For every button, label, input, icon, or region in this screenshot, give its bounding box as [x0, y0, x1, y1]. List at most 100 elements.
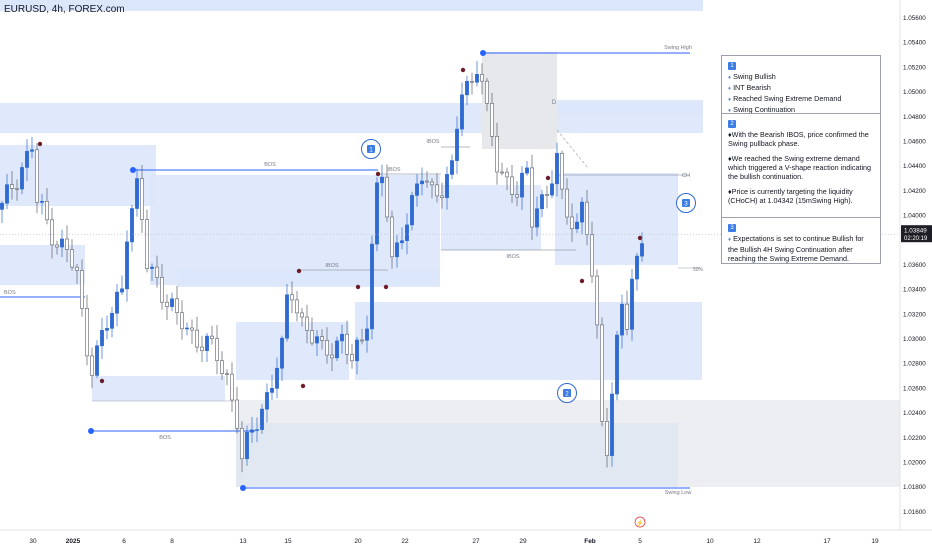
price-tick-label: 1.03600 [903, 262, 926, 269]
bear-candle [570, 216, 574, 230]
bull-candle [365, 328, 369, 341]
pivot-marker [99, 378, 105, 384]
time-tick-label: 30 [29, 538, 37, 545]
time-axis [0, 530, 900, 550]
zone-label: D [552, 100, 557, 106]
bull-candle [575, 221, 579, 230]
bull-candle [460, 94, 464, 130]
note-section-1: 1 ♦ Swing Bullish ♦ INT Bearish ♦ Reached Swi… [722, 56, 880, 116]
demand-zone [355, 302, 702, 380]
pivot-marker [579, 278, 585, 284]
time-tick-label: 13 [239, 538, 247, 545]
bull-candle [420, 180, 424, 185]
bull-candle [185, 327, 189, 330]
bull-candle [105, 328, 109, 331]
bear-candle [190, 327, 194, 331]
bull-candle [450, 160, 454, 175]
bear-candle [470, 80, 474, 83]
note-paragraph: ♦Price is currently targeting the liquid… [728, 187, 875, 205]
lightning-icon: ⚡ [636, 519, 643, 527]
price-tick-label: 1.05400 [903, 40, 926, 47]
bull-candle [255, 429, 259, 431]
swing-point-marker [88, 428, 94, 434]
bear-candle [385, 176, 389, 218]
bull-candle [270, 388, 274, 393]
bull-candle [275, 367, 279, 389]
bos-label: BOS [159, 435, 171, 441]
current-price-tag [901, 225, 932, 243]
bull-candle [95, 345, 99, 376]
bull-candle [115, 291, 119, 314]
bear-candle [510, 176, 514, 195]
time-tick-label: 19 [871, 538, 879, 545]
bull-candle [250, 429, 254, 433]
bear-candle [200, 346, 204, 351]
bear-candle [310, 330, 314, 344]
bull-candle [535, 208, 539, 228]
bear-candle [235, 399, 239, 429]
bear-candle [80, 270, 84, 309]
bullet-icon: ♦ [728, 75, 732, 81]
choch-label: CH [682, 173, 690, 179]
price-tick-label: 1.05600 [903, 15, 926, 22]
note-paragraph: ♦With the Bearish IBOS, price confirmed … [728, 130, 875, 148]
bull-candle [135, 178, 139, 209]
note-list: ♦ Swing Bullish ♦ INT Bearish ♦ Reached Swing… [728, 72, 875, 116]
note-text: Reached Swing Extreme Demand [733, 94, 842, 103]
pivot-marker [37, 141, 43, 147]
bull-candle [125, 241, 129, 290]
extreme-demand-zone [236, 423, 678, 487]
bear-candle [545, 194, 549, 196]
note-paragraphs: ♦With the Bearish IBOS, price confirmed … [728, 130, 875, 205]
bear-candle [180, 312, 184, 330]
time-tick-label: 29 [519, 538, 527, 545]
time-tick-label: 27 [472, 538, 480, 545]
time-tick-label: 5 [638, 538, 642, 545]
price-tick-label: 1.04400 [903, 163, 926, 170]
price-tick-label: 1.04000 [903, 213, 926, 220]
swing-point-marker [130, 167, 136, 173]
bull-candle [110, 312, 114, 329]
bear-candle [15, 188, 19, 190]
note-section-3: 3 ♦ Expectations is set to continue Bulli… [722, 218, 880, 263]
step-badge [563, 389, 571, 397]
bull-candle [380, 176, 384, 184]
swing-point-marker [480, 50, 486, 56]
step-number: 1 [369, 148, 373, 154]
bull-candle [20, 167, 24, 190]
bull-candle [245, 431, 249, 460]
bull-candle [610, 393, 614, 456]
bear-candle [605, 421, 609, 456]
bull-candle [40, 200, 44, 203]
bear-candle [175, 298, 179, 314]
bull-candle [405, 224, 409, 242]
ibos-label: IBOS [387, 167, 400, 173]
note-line: ♦ Reached Swing Extreme Demand [728, 94, 875, 105]
bear-candle [290, 294, 294, 301]
bull-candle [415, 183, 419, 196]
demand-zone [441, 185, 541, 250]
bull-candle [580, 201, 584, 223]
price-tick-label: 1.03400 [903, 287, 926, 294]
price-tick-label: 1.02400 [903, 410, 926, 417]
bear-candle [45, 200, 49, 221]
bull-candle [265, 392, 269, 410]
note-text: Swing Continuation [733, 105, 795, 114]
note-badge-1: 1 [728, 62, 736, 70]
bull-candle [260, 408, 264, 430]
step-number: 3 [684, 202, 688, 208]
bear-candle [595, 275, 599, 326]
bear-candle [75, 266, 79, 271]
bull-candle [445, 174, 449, 198]
bear-candle [220, 360, 224, 374]
bull-candle [355, 339, 359, 362]
bull-candle [370, 243, 374, 330]
time-tick-label: 8 [170, 538, 174, 545]
note-text: Swing Bullish [733, 72, 776, 81]
bull-candle [375, 182, 379, 245]
lightning-icon [634, 516, 646, 528]
note-paragraph: ♦We reached the Swing extreme demand whi… [728, 154, 875, 181]
ibos-label: IBOS [506, 254, 519, 260]
bear-candle [300, 312, 304, 318]
note-badge-3: 3 [728, 224, 736, 232]
